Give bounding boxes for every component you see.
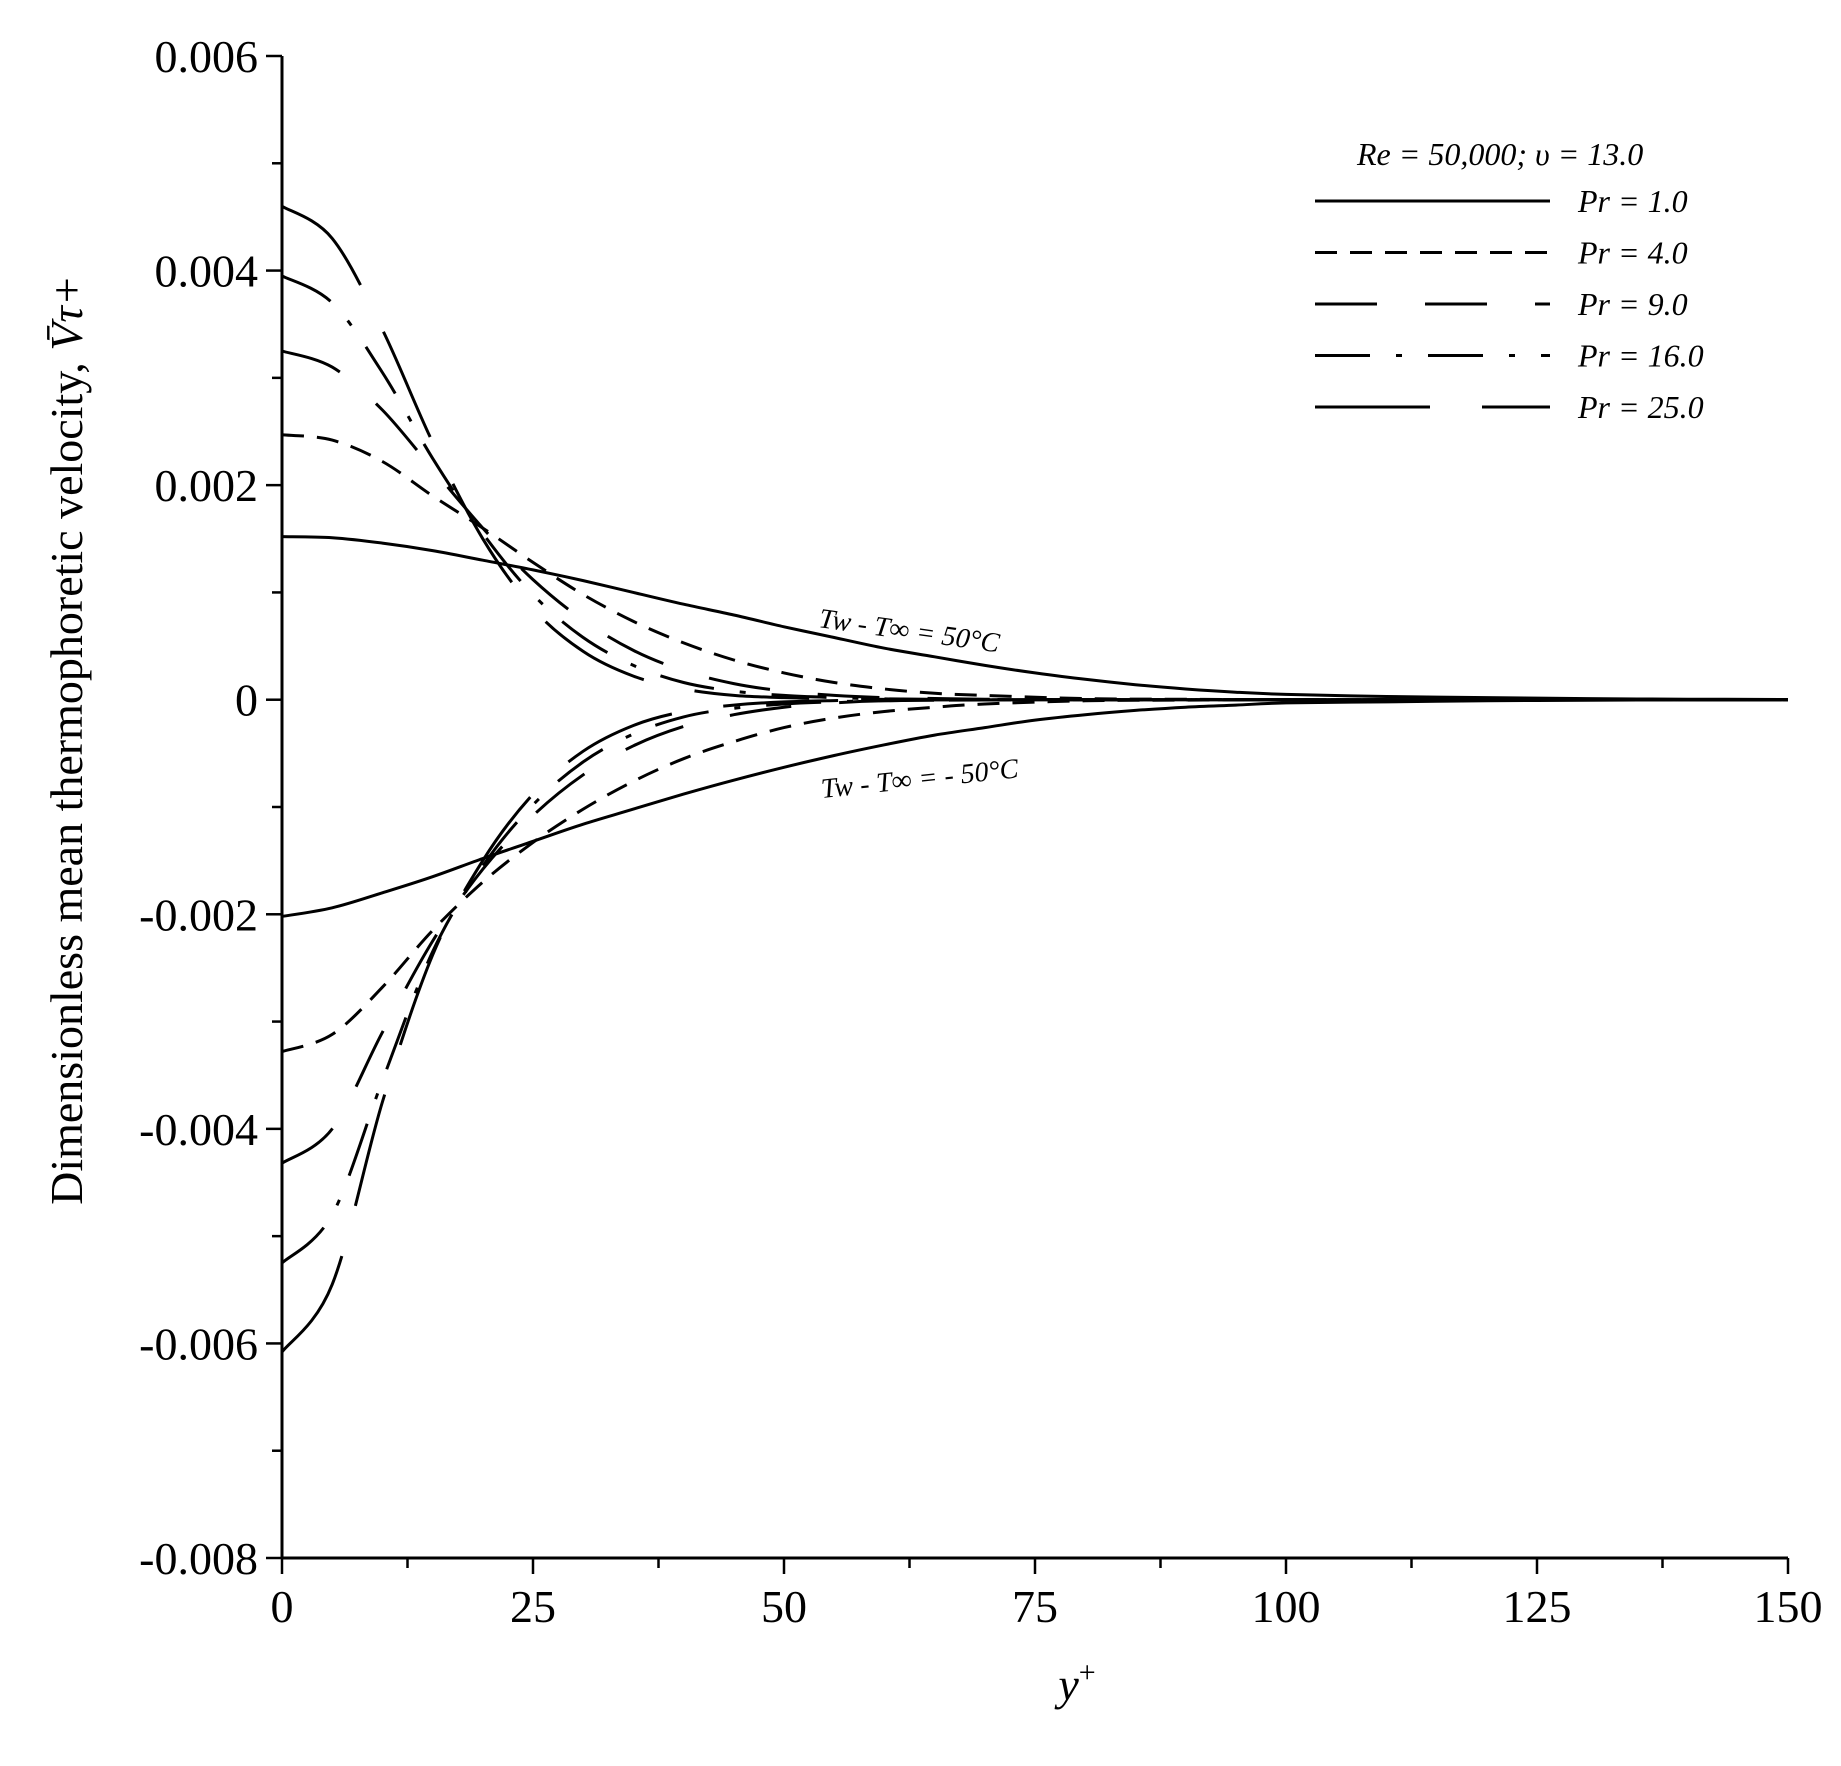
x-tick-label: 0	[271, 1581, 294, 1632]
series-line	[280, 698, 1788, 1265]
y-tick-label: -0.002	[139, 889, 258, 940]
series-line	[281, 698, 1789, 918]
series-line	[281, 698, 1788, 1165]
x-axis-title-sup: +	[1079, 1656, 1096, 1689]
legend-label: Pr = 9.0	[1577, 286, 1688, 322]
y-axis-title-main: Dimensionless mean thermophoretic veloci…	[41, 362, 92, 1205]
x-axis-title-main: y	[1054, 1659, 1079, 1710]
y-tick-label: -0.008	[139, 1533, 258, 1584]
series-line	[280, 698, 1788, 1353]
y-tick-label: -0.004	[139, 1104, 258, 1155]
y-tick-label: 0.006	[155, 31, 259, 82]
ticks: 0 25 50 75 100 125 150 -0.008 -0.006 -0.004 -0.002…	[139, 31, 1822, 1632]
legend-label: Pr = 4.0	[1577, 235, 1688, 271]
y-tick-label: -0.006	[139, 1318, 258, 1369]
legend-label: Pr = 25.0	[1577, 389, 1704, 425]
x-tick-label: 150	[1754, 1581, 1823, 1632]
y-axis-title: Dimensionless mean thermophoretic veloci…	[41, 275, 92, 1205]
x-axis-title: y+	[1054, 1656, 1095, 1710]
x-tick-label: 25	[510, 1581, 556, 1632]
y-axis-title-symbol: V̄τ+	[41, 275, 92, 351]
legend: Re = 50,000; υ = 13.0 Pr = 1.0 Pr = 4.0 Pr…	[1315, 136, 1704, 425]
y-tick-label: 0.004	[155, 246, 259, 297]
series-line	[281, 349, 1788, 702]
series-line	[281, 204, 1788, 702]
y-tick-label: 0	[235, 675, 258, 726]
legend-label: Pr = 1.0	[1577, 183, 1688, 219]
legend-title: Re = 50,000; υ = 13.0	[1356, 136, 1643, 172]
curves	[280, 204, 1789, 1353]
annotation-negative: Tw - T∞ = - 50°C	[819, 753, 1020, 805]
x-tick-label: 125	[1503, 1581, 1572, 1632]
series-line	[281, 698, 1789, 1054]
y-tick-label: 0.002	[155, 460, 259, 511]
axes	[280, 56, 1788, 1560]
annotation-positive: Tw - T∞ = 50°C	[817, 603, 1002, 659]
legend-label: Pr = 16.0	[1577, 338, 1704, 374]
x-tick-label: 75	[1012, 1581, 1058, 1632]
series-line	[281, 274, 1788, 702]
series-line	[281, 535, 1789, 701]
x-tick-label: 50	[761, 1581, 807, 1632]
x-tick-label: 100	[1252, 1581, 1321, 1632]
